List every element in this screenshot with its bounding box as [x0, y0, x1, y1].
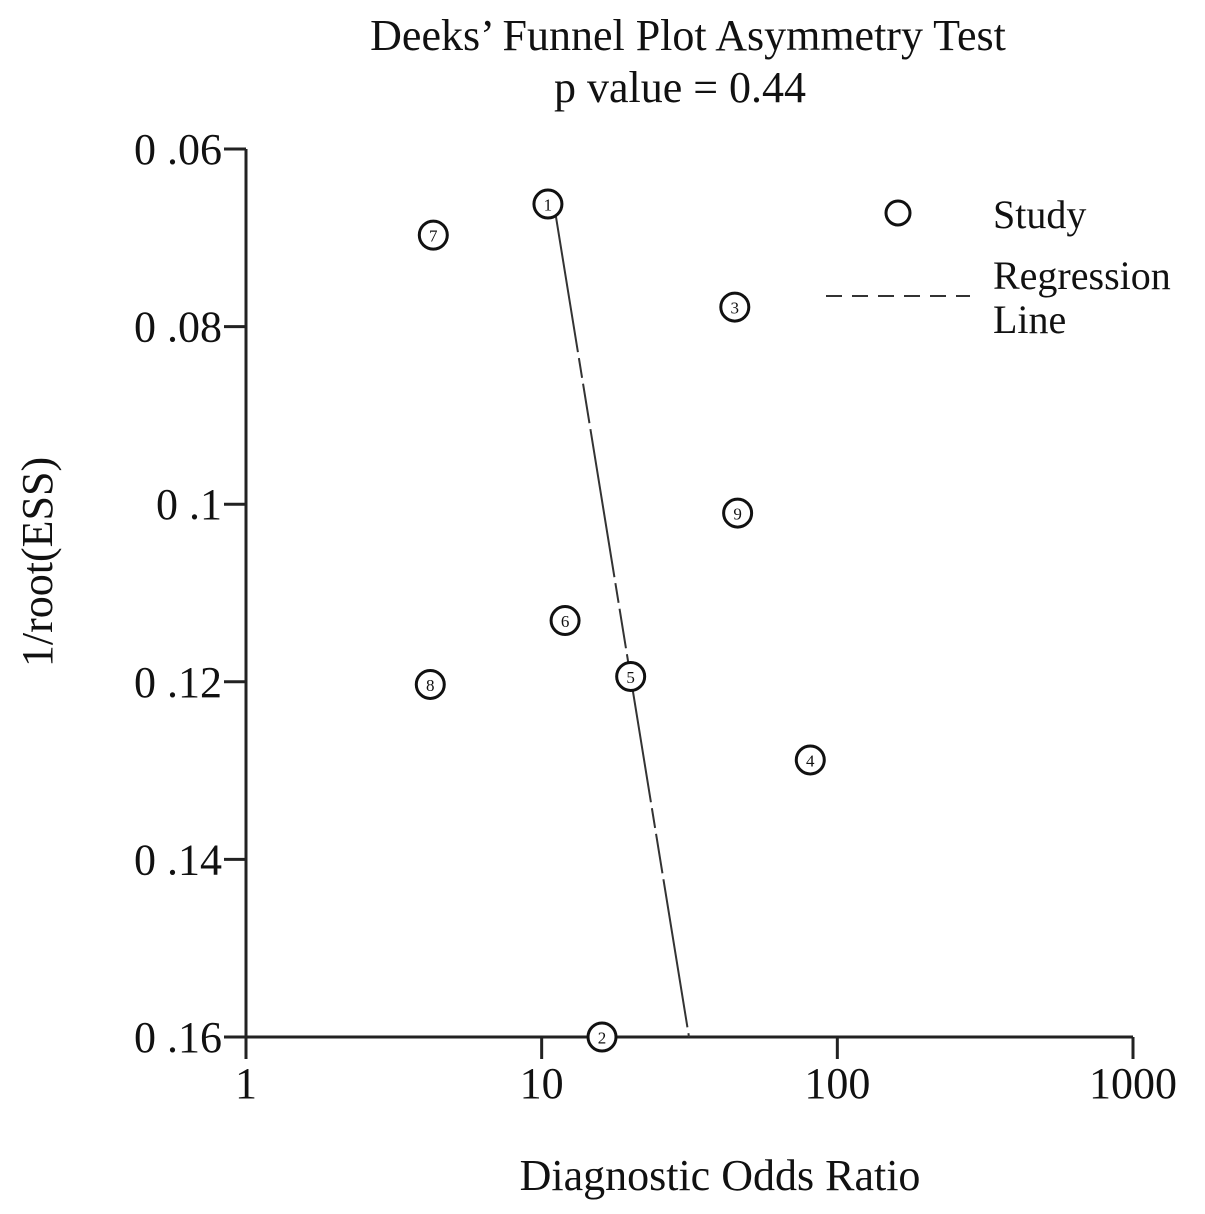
study-point-label: 9: [733, 505, 742, 524]
x-tick-label: 100: [804, 1059, 870, 1108]
y-tick-label: 0 .12: [134, 658, 222, 707]
y-axis-label: 1/root(ESS): [13, 457, 62, 667]
legend-regression-label-line-1: Regression: [993, 253, 1171, 298]
y-tick-label: 0 .06: [134, 125, 222, 174]
study-point: [586, 1021, 618, 1053]
y-tick-label: 0 .16: [134, 1013, 222, 1062]
study-points: 1 2 3 4 5 6 7 8 9: [414, 188, 826, 1053]
legend-regression-label-line-2: Line: [993, 297, 1066, 342]
study-point: [414, 668, 446, 700]
legend: Study Regression Line: [826, 192, 1171, 342]
study-point-label: 8: [426, 676, 435, 695]
y-tick-label: 0 .1: [156, 480, 222, 529]
study-point-label: 5: [626, 668, 635, 687]
study-point: [532, 188, 564, 220]
legend-study-marker: [884, 199, 912, 227]
study-point: [722, 497, 754, 529]
chart-title: Deeks’ Funnel Plot Asymmetry Test: [370, 11, 1006, 60]
study-point-label: 7: [429, 227, 438, 246]
study-point-label: 4: [806, 751, 815, 770]
legend-study-label: Study: [993, 192, 1086, 237]
regression-line: [552, 203, 690, 1038]
study-point-label: 2: [598, 1029, 607, 1048]
study-point: [615, 660, 647, 692]
study-point: [417, 219, 449, 251]
chart-subtitle: p value = 0.44: [554, 63, 806, 112]
y-ticks: 0 .06 0 .08 0 .1 0 .12 0 .14 0 .16: [134, 125, 246, 1062]
x-tick-label: 1: [235, 1059, 257, 1108]
x-tick-label: 10: [520, 1059, 564, 1108]
study-point: [719, 291, 751, 323]
x-ticks: 1 10 100 1000: [235, 1037, 1177, 1108]
study-point: [549, 605, 581, 637]
y-tick-label: 0 .08: [134, 303, 222, 352]
x-tick-label: 1000: [1089, 1059, 1177, 1108]
study-point-label: 1: [544, 196, 553, 215]
study-point-label: 3: [731, 299, 740, 318]
study-point-label: 6: [561, 612, 570, 631]
y-tick-label: 0 .14: [134, 835, 222, 884]
x-axis-label: Diagnostic Odds Ratio: [520, 1151, 921, 1200]
study-point: [794, 744, 826, 776]
